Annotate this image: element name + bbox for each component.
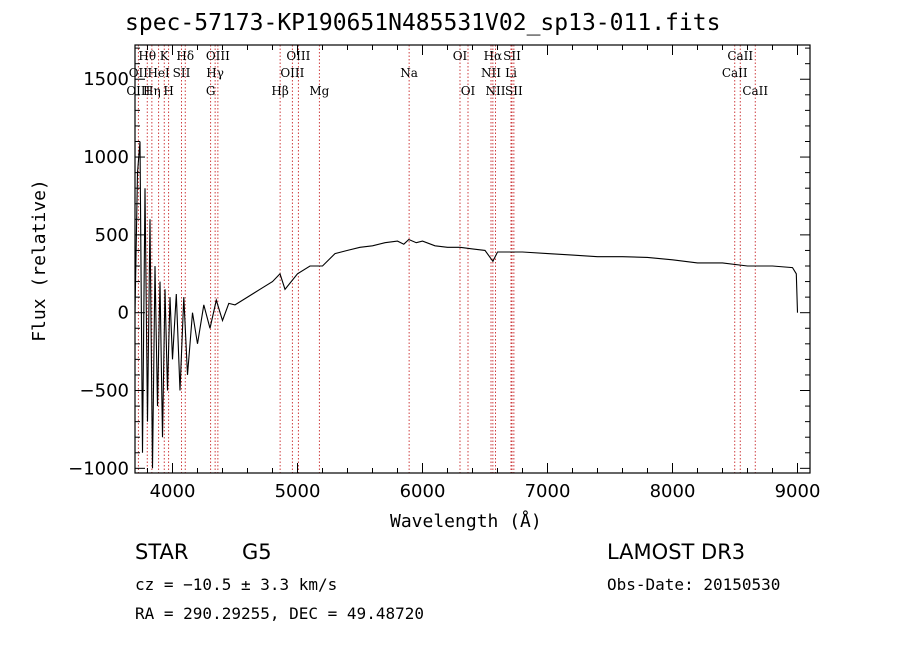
redshift-velocity: cz = −10.5 ± 3.3 km/s [135, 575, 338, 594]
object-class: STAR [135, 540, 189, 564]
spectral-line-label: CaII [727, 49, 753, 63]
x-axis-label: Wavelength (Å) [390, 511, 542, 532]
chart-title: spec-57173-KP190651N485531V02_sp13-011.f… [125, 10, 721, 36]
spectral-line-label: OIII [280, 66, 304, 80]
survey-name: LAMOST DR3 [607, 540, 746, 564]
x-tick-label: 6000 [400, 481, 446, 502]
object-subclass: G5 [242, 540, 272, 564]
spectral-line-label: Hβ [271, 84, 288, 98]
flux-series-line [134, 141, 799, 469]
plot-frame [134, 44, 811, 474]
spectral-line-label: OI [453, 49, 468, 63]
x-tick-label: 4000 [150, 481, 196, 502]
observation-date: Obs-Date: 20150530 [607, 575, 781, 594]
spectral-line-label: Hγ [206, 66, 224, 80]
x-tick-label: 7000 [525, 481, 571, 502]
axis-tick-labels: 4000 5000 6000 7000 8000 9000 −1000 −500 0 500 100… [68, 69, 820, 502]
spectral-line-label: OIII [206, 49, 230, 63]
spectral-line-label: NII [481, 66, 501, 80]
y-tick-label: 1000 [83, 147, 129, 168]
spectral-line-label: CaII [742, 84, 768, 98]
spectral-line-label: SII [173, 66, 191, 80]
spectral-line-label: Hθ [138, 49, 156, 63]
spectral-line-label: Mg [309, 84, 329, 98]
y-tick-label: 500 [95, 225, 129, 246]
y-tick-label: 0 [118, 303, 129, 324]
x-tick-label: 5000 [275, 481, 321, 502]
spectral-line-label: OI [461, 84, 476, 98]
sky-coordinates: RA = 290.29255, DEC = 49.48720 [135, 604, 424, 623]
spectral-line-label: SII [503, 49, 521, 63]
spectral-line-label: Hη [143, 84, 161, 98]
spectral-line-label: OIII [286, 49, 310, 63]
spectral-line-label: G [206, 84, 216, 98]
spectral-line-label: CaII [722, 66, 748, 80]
spectral-line-label: H [163, 84, 173, 98]
spectral-line-label: Hδ [176, 49, 194, 63]
spectral-line-label: OII [129, 66, 149, 80]
x-tick-label: 9000 [775, 481, 821, 502]
axis-ticks [135, 45, 810, 473]
spectral-line-label: OIII [126, 84, 150, 98]
y-tick-label: −1000 [68, 458, 129, 479]
y-tick-label: −500 [80, 381, 129, 402]
spectral-line-label: Hα [484, 49, 503, 63]
x-tick-label: 8000 [650, 481, 696, 502]
spectral-line-label: Li [505, 66, 517, 80]
spectral-line-label: K [160, 49, 170, 63]
spectral-line-label: NII [486, 84, 506, 98]
y-axis-label: Flux (relative) [28, 179, 50, 342]
spectral-line-label: SII [505, 84, 523, 98]
spectral-line-label: Na [400, 66, 418, 80]
y-tick-label: 1500 [83, 69, 129, 90]
spectral-line-label: HeI [147, 66, 170, 80]
